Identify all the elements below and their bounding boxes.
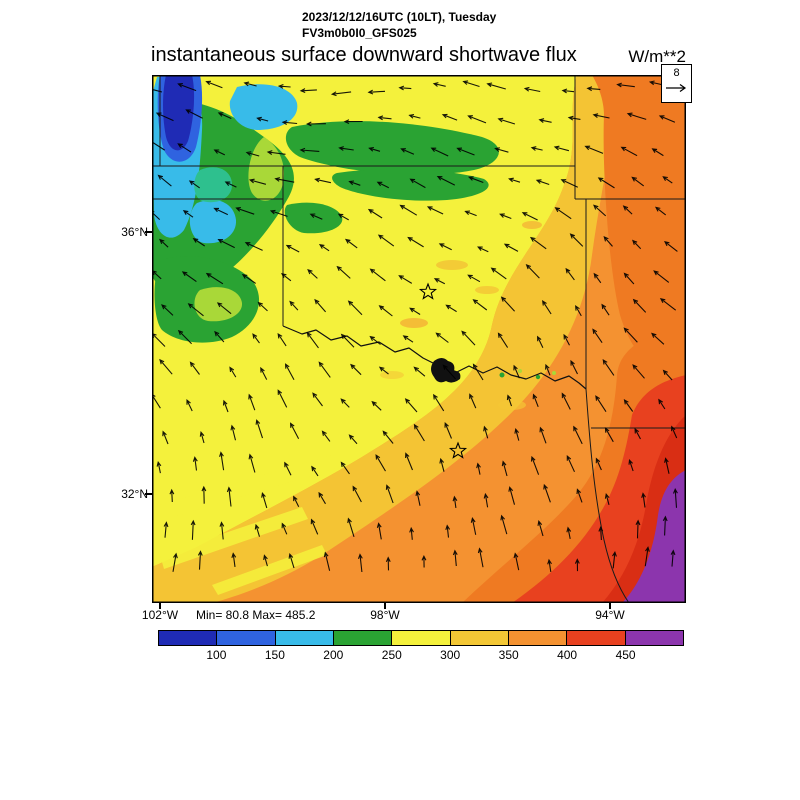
colorbar-cell — [508, 631, 568, 645]
colorbar-cell — [217, 631, 276, 645]
map-canvas — [152, 75, 686, 603]
star-marker-north — [418, 282, 438, 300]
colorbar-tick-label: 100 — [206, 648, 227, 662]
flux-map — [152, 75, 686, 603]
colorbar-cell — [275, 631, 334, 645]
colorbar-cell — [450, 631, 509, 645]
wind-vector-arrows — [152, 80, 678, 573]
lat-label-36n: 36°N — [121, 225, 148, 239]
colorbar-cell — [392, 631, 451, 645]
colorbar-cell — [567, 631, 626, 645]
plot-title: instantaneous surface downward shortwave… — [151, 44, 577, 66]
lon-tick-102w — [159, 603, 161, 609]
colorbar — [158, 630, 684, 646]
colorbar-tick-label: 350 — [498, 648, 519, 662]
colorbar-cell — [333, 631, 393, 645]
model-name-header: FV3m0b0I0_GFS025 — [302, 26, 417, 40]
minmax-stats: Min= 80.8 Max= 485.2 — [196, 608, 316, 622]
lat-tick-32n — [145, 493, 152, 495]
colorbar-tick-label: 150 — [264, 648, 285, 662]
lat-tick-36n — [145, 231, 152, 233]
colorbar-tick-label: 250 — [381, 648, 402, 662]
units-label: W/m**2 — [628, 47, 686, 66]
colorbar-tick-label: 450 — [615, 648, 636, 662]
lon-tick-94w — [609, 603, 611, 609]
lon-label-102w: 102°W — [141, 608, 179, 622]
flux-fill-regions — [152, 75, 686, 603]
map-frame — [152, 75, 686, 603]
colorbar-tick-label: 300 — [440, 648, 461, 662]
colorbar-cell — [159, 631, 218, 645]
colorbar-labels: 100 150 200 250 300 350 400 450 — [158, 648, 684, 663]
wind-reference-box: 8 — [661, 64, 692, 103]
wind-reference-value: 8 — [673, 67, 680, 79]
star-marker-south — [448, 441, 468, 459]
colorbar-cell — [625, 631, 683, 645]
lat-label-32n: 32°N — [121, 487, 148, 501]
colorbar-tick-label: 400 — [557, 648, 578, 662]
valid-time-header: 2023/12/12/16UTC (10LT), Tuesday — [302, 10, 497, 24]
colorbar-tick-label: 200 — [323, 648, 344, 662]
lon-label-98w: 98°W — [370, 608, 400, 622]
lon-tick-98w — [384, 603, 386, 609]
lon-label-94w: 94°W — [595, 608, 625, 622]
wind-reference-arrow-icon — [666, 84, 687, 92]
